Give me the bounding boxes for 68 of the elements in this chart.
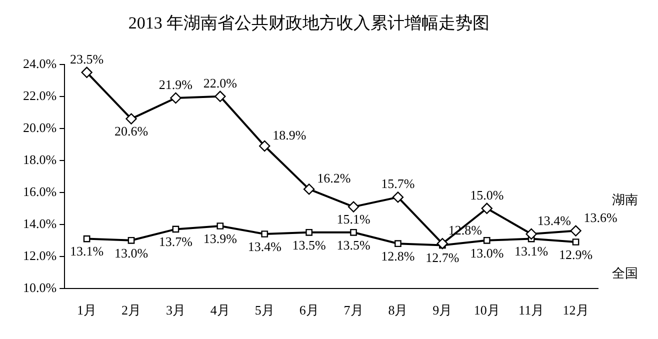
data-label: 13.0% (470, 245, 504, 260)
y-tick-label: 18.0% (22, 152, 57, 167)
data-label: 16.2% (317, 170, 351, 186)
text: 全国 (612, 266, 638, 282)
x-tick-label: 10月 (474, 302, 500, 318)
data-label: 13.7% (158, 234, 193, 250)
x-tick-label: 7月 (344, 302, 364, 318)
data-label: 13.5% (336, 237, 370, 252)
data-label: 13.4% (248, 238, 282, 254)
point (570, 225, 582, 236)
data-label: 13.0% (114, 245, 148, 260)
point (483, 236, 490, 244)
x-tick-label: 3月 (166, 302, 186, 318)
point (214, 90, 226, 102)
point (128, 236, 135, 244)
x-tick-label: 5月 (254, 302, 274, 318)
data-label: 21.9% (158, 76, 193, 92)
data-label: 13.9% (203, 230, 238, 246)
x-tick-label: 4月 (210, 302, 230, 318)
point (394, 240, 402, 248)
data-label: 20.6% (114, 124, 148, 139)
data-label: 15.0% (470, 187, 504, 202)
text: 湖南 (612, 193, 638, 208)
y-tick-label: 10.0% (22, 280, 57, 295)
point (392, 192, 404, 203)
data-label: 12.9% (558, 246, 593, 262)
x-tick-label: 12月 (562, 302, 589, 318)
point (259, 140, 270, 152)
data-label: 15.1% (336, 212, 370, 227)
point (303, 184, 315, 195)
point (81, 66, 92, 78)
x-tick-label: 1月 (77, 302, 97, 318)
y-tick-label: 20.0% (22, 120, 57, 135)
point (172, 226, 180, 233)
chart-title: 2013 年湖南省公共财政地方收入累计增幅走势图 (128, 14, 490, 33)
point (348, 201, 360, 212)
data-label: 13.4% (537, 212, 572, 228)
point (306, 228, 312, 236)
point (261, 230, 268, 238)
point (170, 92, 182, 104)
data-label: 13.5% (292, 237, 326, 252)
y-tick-label: 12.0% (22, 248, 57, 263)
x-tick-label: 8月 (388, 302, 408, 318)
data-label: 13.1% (70, 244, 104, 259)
point (526, 228, 537, 240)
data-label: 12.8% (381, 248, 415, 264)
x-tick-label: 9月 (432, 302, 452, 318)
data-label: 15.7% (381, 176, 415, 192)
x-tick-label: 2月 (122, 302, 142, 318)
data-label: 12.7% (426, 250, 460, 266)
x-tick-label: 6月 (299, 302, 319, 318)
y-tick-label: 16.0% (22, 184, 57, 199)
point (216, 222, 224, 230)
point (572, 238, 580, 246)
y-tick-label: 14.0% (22, 216, 57, 231)
point (83, 235, 90, 242)
data-label: 22.0% (203, 75, 238, 90)
point (126, 113, 137, 124)
point (481, 202, 492, 214)
point (350, 228, 357, 236)
data-label: 13.6% (584, 210, 618, 226)
data-label: 13.1% (514, 244, 548, 259)
data-label: 18.9% (272, 127, 306, 142)
data-label: 23.5% (70, 51, 104, 66)
point (436, 238, 448, 250)
x-tick-label: 11月 (518, 302, 544, 318)
y-tick-label: 22.0% (22, 88, 57, 103)
y-tick-label: 24.0% (22, 56, 57, 71)
